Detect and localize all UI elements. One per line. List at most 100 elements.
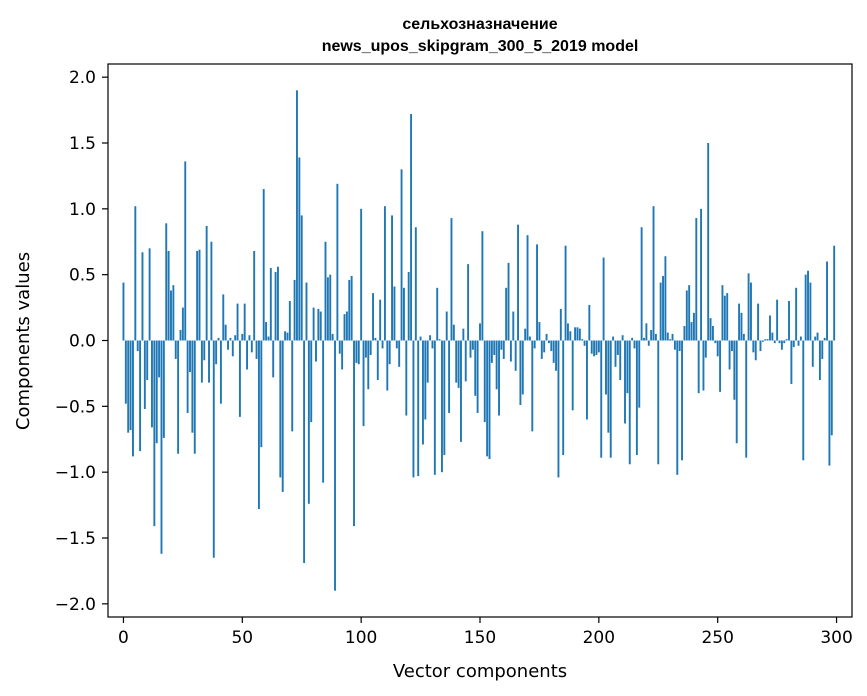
bar bbox=[645, 323, 648, 341]
bar bbox=[407, 272, 410, 341]
bar bbox=[773, 340, 776, 344]
chart-title-group: сельхозназначение news_upos_skipgram_300… bbox=[322, 16, 639, 55]
bar bbox=[536, 244, 538, 341]
bar bbox=[353, 340, 355, 527]
bar bbox=[769, 315, 771, 341]
bar bbox=[612, 336, 615, 341]
bar bbox=[410, 114, 413, 341]
bar bbox=[419, 336, 422, 341]
bar bbox=[695, 218, 698, 341]
bar bbox=[771, 332, 774, 341]
bar bbox=[823, 337, 826, 341]
bar bbox=[690, 322, 693, 341]
bar bbox=[374, 337, 377, 341]
bar bbox=[196, 250, 199, 341]
bar bbox=[602, 257, 605, 341]
bar bbox=[761, 340, 764, 342]
bar bbox=[319, 311, 322, 341]
bar bbox=[227, 340, 229, 350]
bar bbox=[205, 225, 208, 341]
bar bbox=[400, 169, 403, 341]
bar bbox=[367, 340, 370, 390]
bar bbox=[322, 340, 325, 483]
bar bbox=[490, 340, 493, 363]
bar bbox=[614, 340, 617, 367]
bar bbox=[298, 157, 301, 341]
bar bbox=[148, 248, 151, 341]
bar bbox=[139, 340, 142, 452]
bar bbox=[714, 340, 717, 344]
bar bbox=[414, 227, 417, 341]
bar bbox=[521, 340, 524, 395]
x-axis: 0 50 100 150 200 250 300 bbox=[118, 617, 853, 648]
bar bbox=[291, 340, 294, 432]
bar bbox=[790, 340, 793, 384]
bar bbox=[362, 340, 365, 427]
bar bbox=[711, 326, 714, 341]
bar bbox=[716, 340, 719, 357]
bar bbox=[476, 340, 479, 413]
bar bbox=[248, 335, 251, 341]
x-tick-label: 200 bbox=[583, 628, 615, 648]
bar bbox=[488, 340, 491, 459]
bar-series bbox=[122, 90, 836, 591]
bar bbox=[792, 340, 795, 348]
bar bbox=[533, 340, 536, 349]
bar bbox=[274, 272, 277, 341]
bar bbox=[607, 340, 610, 433]
bar bbox=[132, 340, 134, 457]
bar bbox=[605, 340, 607, 395]
bar bbox=[348, 279, 351, 341]
bar bbox=[300, 215, 303, 341]
bar bbox=[433, 340, 436, 475]
bar bbox=[728, 340, 731, 370]
bar bbox=[654, 333, 657, 341]
y-tick-label: 0.0 bbox=[69, 332, 96, 352]
bar bbox=[643, 337, 645, 341]
bar bbox=[438, 339, 441, 341]
bar bbox=[402, 287, 405, 341]
bar bbox=[284, 331, 287, 341]
bar bbox=[250, 340, 253, 353]
bar bbox=[576, 327, 579, 341]
bar bbox=[203, 340, 206, 361]
bar bbox=[818, 340, 821, 380]
bar bbox=[360, 208, 363, 341]
bar bbox=[754, 340, 757, 361]
bar bbox=[676, 340, 679, 475]
bar bbox=[338, 340, 341, 354]
bar bbox=[600, 340, 603, 458]
bar bbox=[547, 340, 550, 344]
bar bbox=[151, 340, 153, 428]
bar bbox=[681, 340, 683, 461]
bar bbox=[379, 299, 382, 341]
bar bbox=[726, 293, 729, 341]
bar bbox=[571, 340, 574, 411]
bar bbox=[262, 189, 265, 341]
bar bbox=[550, 340, 553, 352]
x-tick-label: 300 bbox=[820, 628, 852, 648]
bar bbox=[564, 245, 567, 341]
bar bbox=[424, 340, 427, 420]
bar bbox=[688, 285, 691, 341]
bar bbox=[391, 215, 393, 341]
bar bbox=[326, 277, 329, 341]
bar bbox=[462, 328, 465, 341]
bar bbox=[215, 340, 218, 365]
bar bbox=[141, 252, 144, 341]
bar bbox=[740, 312, 743, 341]
bar bbox=[493, 340, 496, 355]
bar bbox=[595, 340, 598, 355]
bar bbox=[170, 290, 172, 341]
bar bbox=[265, 322, 268, 341]
bar bbox=[395, 340, 398, 349]
bar bbox=[569, 331, 572, 341]
bar bbox=[745, 340, 748, 458]
bar bbox=[685, 290, 688, 341]
x-axis-label: Vector components bbox=[393, 661, 567, 682]
bar bbox=[586, 340, 588, 420]
bar bbox=[422, 340, 424, 445]
y-axis: 2.0 1.5 1.0 0.5 0.0 −0.5 −1.0 −1.5 −2.0 bbox=[55, 68, 108, 615]
bar bbox=[469, 340, 472, 358]
bar bbox=[799, 336, 802, 341]
